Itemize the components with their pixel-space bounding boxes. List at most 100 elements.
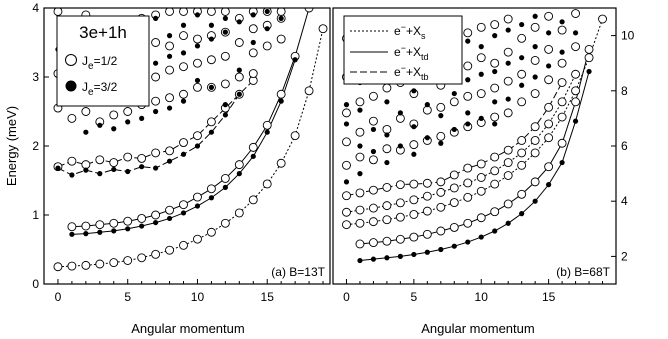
panel-b-series-1-point: [557, 138, 567, 148]
legend-marker-filled: [65, 80, 77, 92]
panel-b-series-4-point: [382, 182, 392, 192]
panel-b-series-1-point: [517, 189, 527, 199]
panel-b-y-tick-label-3: 8: [621, 84, 628, 98]
panel-b-series-5-point: [422, 105, 432, 115]
panel-b-series-1-point: [584, 44, 594, 54]
panel-b-series-3-point: [422, 191, 432, 201]
panel-a-series-5-point: [220, 79, 230, 89]
panel-b-series-0-point: [478, 234, 484, 240]
panel-a-series-6-point: [208, 22, 215, 28]
panel-a-series-5-point: [193, 34, 202, 44]
panel-a-series-6-point: [194, 43, 201, 49]
panel-b-series-5-point: [476, 22, 486, 32]
panel-a-x-tick-label-3: 15: [261, 290, 275, 304]
panel-b-series-6-point: [492, 33, 498, 39]
panel-b-series-3-point: [503, 158, 513, 168]
panel-b-series-5-point: [476, 53, 486, 63]
panel-b-series-5-point: [368, 155, 378, 165]
panel-b-series-3-point: [490, 166, 500, 176]
panel-a-series-4-point: [125, 168, 131, 175]
legend-marker-open: [65, 54, 77, 66]
panel-a-series-4-point: [55, 165, 61, 171]
panel-b-series-0-point: [586, 68, 592, 75]
panel-b-y-tick-label-0: 2: [621, 249, 628, 263]
legend-entry-xs-label: e: [394, 24, 401, 38]
panel-b-series-1-point: [544, 162, 554, 172]
panel-a-series-4-point: [83, 167, 89, 173]
panel-b-series-3-point: [449, 183, 459, 193]
panel-a-series-6-point: [139, 115, 145, 121]
panel-b-series-1-point: [530, 177, 540, 187]
panel-a-series-4-point: [111, 166, 117, 173]
panel-b-series-4-point: [557, 78, 567, 87]
panel-b-y-tick-label-1: 4: [621, 194, 628, 208]
panel-a-series-5-point: [53, 8, 63, 16]
panel-b-series-0-point: [465, 239, 471, 245]
panel-b-series-6-point: [505, 60, 511, 66]
panel-a-series-6-point: [236, 19, 242, 25]
panel-b-series-4-point: [436, 177, 446, 187]
panel-a-series-3-point: [67, 156, 77, 166]
panel-a-series-3-point: [206, 117, 216, 127]
panel-b-series-5-point: [517, 33, 527, 43]
panel-b-x-tick-label-0: 0: [343, 290, 350, 304]
panel-b-series-4-point: [503, 145, 513, 155]
panel-a-x-tick-label-0: 0: [55, 290, 62, 304]
panel-b-series-5-point: [490, 83, 500, 93]
panel-b-series-6-point: [424, 102, 430, 108]
legend-entry-je-three-half-label: J: [82, 80, 88, 94]
panel-b-series-4-point: [530, 122, 540, 132]
panel-b-series-5-point: [517, 97, 527, 107]
panel-a-series-2-point: [166, 215, 173, 222]
panel-a-x-tick-label-2: 10: [191, 290, 205, 304]
panel-b-series-6-point: [465, 110, 471, 116]
panel-b-series-5-point: [368, 116, 378, 126]
panel-b-series-6-point: [411, 151, 417, 157]
panel-a-series-6-point: [153, 60, 159, 66]
panel-a-series-6-point: [180, 98, 187, 104]
panel-a-series-6-point: [153, 15, 159, 21]
panel-b-series-4-point: [395, 180, 405, 190]
panel-b-series-6-point: [559, 19, 565, 25]
panel-b-series-1-point: [436, 226, 446, 236]
panel-a-series-0-point: [206, 227, 216, 237]
panel-a-series-5-point: [248, 48, 258, 58]
legend-entry-xs: e−+Xs: [394, 22, 426, 41]
panel-b-series-5-point: [490, 112, 500, 122]
panel-b-series-2-line: [346, 18, 603, 226]
panel-b-series-3-point: [395, 198, 405, 208]
panel-a-series-0-point: [290, 131, 300, 141]
panel-b-series-5-point: [382, 144, 392, 154]
panel-b-points: [342, 9, 607, 264]
panel-a-series-4-point: [69, 172, 75, 178]
panel-a-series-6-point: [111, 126, 117, 132]
panel-b-series-6-point: [438, 140, 444, 146]
panel-b-series-4-point: [517, 136, 527, 145]
panel-b-series-6-point: [370, 126, 377, 133]
panel-a-series-5-point: [67, 113, 77, 123]
panel-b-series-5-point: [382, 83, 392, 93]
legend-entry-je-half-suffix: =1/2: [94, 54, 118, 68]
panel-a-series-2-point: [236, 171, 242, 177]
panel-a-y-tick-label-4: 4: [32, 1, 39, 15]
panel-b-series-3-point: [368, 203, 378, 213]
panel-b-y-tick-label-2: 6: [621, 139, 628, 153]
panel-b-series-5-point: [409, 140, 419, 150]
panel-b-series-6-point: [532, 44, 538, 50]
panel-a-legend: 3e+1h Je=1/2 Je=3/2: [56, 15, 150, 107]
panel-a-y-tick-label-3: 3: [32, 70, 39, 84]
panel-b-series-6-point: [532, 74, 538, 80]
panel-b-series-3-point: [436, 187, 446, 197]
panel-a-series-0-point: [95, 259, 105, 269]
panel-b-series-6-point: [478, 44, 484, 50]
panel-a-series-6-point: [166, 33, 173, 39]
panel-a-series-2-point: [194, 203, 201, 209]
panel-b-series-2-point: [598, 14, 607, 24]
panel-a-series-2-point: [125, 226, 131, 232]
panel-b-series-3-point: [382, 201, 392, 211]
panel-b-series-2-point: [409, 209, 419, 219]
panel-a-series-6-point: [236, 67, 242, 73]
panel-b-series-2-point: [463, 192, 473, 202]
panel-a-series-6-point: [208, 84, 215, 90]
panel-b-series-3-point: [571, 69, 581, 79]
